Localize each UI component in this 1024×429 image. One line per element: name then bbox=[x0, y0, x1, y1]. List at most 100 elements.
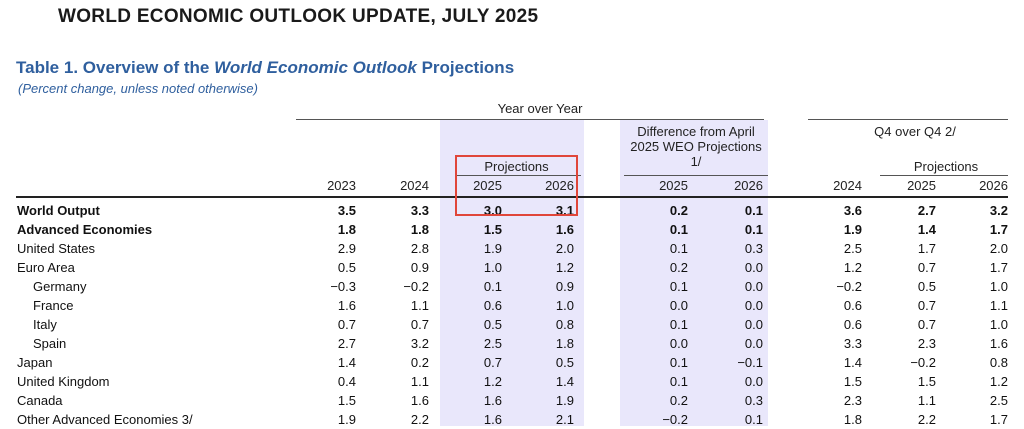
difference-band bbox=[620, 120, 768, 426]
table-cell: 2.5 bbox=[989, 393, 1008, 408]
col-year: 2026 bbox=[734, 178, 763, 193]
table-cell: 3.3 bbox=[410, 203, 429, 218]
table-cell: 3.3 bbox=[843, 336, 862, 351]
row-label: Germany bbox=[33, 279, 87, 294]
col-year: 2025 bbox=[659, 178, 688, 193]
table-cell: 1.1 bbox=[410, 298, 429, 313]
q4-projections-rule bbox=[880, 175, 1008, 176]
table-cell: 0.0 bbox=[669, 336, 688, 351]
q4-over-q4-header: Q4 over Q4 2/ bbox=[874, 124, 956, 139]
table-cell: 2.5 bbox=[483, 336, 502, 351]
table-cell: 0.5 bbox=[483, 317, 502, 332]
table-title-suffix: Projections bbox=[416, 58, 515, 77]
table-cell: −0.2 bbox=[403, 279, 429, 294]
table-cell: 2.7 bbox=[337, 336, 356, 351]
table-cell: 2.3 bbox=[917, 336, 936, 351]
table-row: United Kingdom 0.4 1.1 1.2 1.4 0.1 0.0 1.5 1.5 1.… bbox=[0, 372, 1024, 391]
table-cell: 0.1 bbox=[669, 279, 688, 294]
row-label: Japan bbox=[17, 355, 53, 370]
table-title-prefix: Table 1. Overview of the bbox=[16, 58, 215, 77]
table-cell: 0.9 bbox=[410, 260, 429, 275]
table-cell: 3.5 bbox=[337, 203, 356, 218]
data-table-body: World Output 3.5 3.3 3.0 3.1 0.2 0.1 3.6 2.7 3.2 A… bbox=[0, 201, 1024, 429]
table-cell: 0.1 bbox=[669, 374, 688, 389]
table-cell: 1.2 bbox=[843, 260, 862, 275]
table-cell: 0.0 bbox=[744, 298, 763, 313]
table-cell: 1.4 bbox=[843, 355, 862, 370]
year-over-year-header: Year over Year bbox=[497, 101, 583, 116]
table-cell: 1.5 bbox=[843, 374, 862, 389]
table-cell: 0.4 bbox=[337, 374, 356, 389]
table-cell: 0.0 bbox=[744, 317, 763, 332]
difference-rule bbox=[624, 175, 768, 176]
table-cell: 1.6 bbox=[989, 336, 1008, 351]
header-bottom-rule bbox=[16, 196, 1008, 198]
table-cell: 1.5 bbox=[337, 393, 356, 408]
projections-header: Projections bbox=[484, 159, 549, 174]
col-year: 2024 bbox=[400, 178, 429, 193]
table-cell: 0.1 bbox=[744, 412, 763, 427]
table-row: Advanced Economies 1.8 1.8 1.5 1.6 0.1 0.1 1.9 1… bbox=[0, 220, 1024, 239]
table-cell: 0.7 bbox=[337, 317, 356, 332]
table-cell: 0.2 bbox=[669, 393, 688, 408]
table-cell: 0.1 bbox=[483, 279, 502, 294]
table-cell: 0.5 bbox=[555, 355, 574, 370]
table-cell: 0.3 bbox=[744, 241, 763, 256]
table-cell: 0.1 bbox=[744, 222, 763, 237]
table-cell: 0.0 bbox=[669, 298, 688, 313]
table-cell: 1.1 bbox=[410, 374, 429, 389]
row-label: United States bbox=[17, 241, 96, 256]
table-cell: −0.2 bbox=[662, 412, 688, 427]
table-row: Japan 1.4 0.2 0.7 0.5 0.1 −0.1 1.4 −0.2 0.8 bbox=[0, 353, 1024, 372]
table-cell: 0.1 bbox=[669, 317, 688, 332]
col-year: 2023 bbox=[327, 178, 356, 193]
table-cell: 1.4 bbox=[917, 222, 936, 237]
table-cell: 0.1 bbox=[669, 222, 688, 237]
table-cell: 3.2 bbox=[410, 336, 429, 351]
table-cell: 1.4 bbox=[555, 374, 574, 389]
row-label: Canada bbox=[17, 393, 63, 408]
table-cell: 1.0 bbox=[483, 260, 502, 275]
table-cell: 1.4 bbox=[337, 355, 356, 370]
table-row: Euro Area 0.5 0.9 1.0 1.2 0.2 0.0 1.2 0.7 1.7 bbox=[0, 258, 1024, 277]
table-row: Other Advanced Economies 3/1.9 2.2 1.6 2.1 −… bbox=[0, 410, 1024, 429]
table-cell: 0.0 bbox=[744, 336, 763, 351]
table-cell: 0.7 bbox=[917, 317, 936, 332]
table-cell: 0.7 bbox=[410, 317, 429, 332]
table-cell: 3.2 bbox=[989, 203, 1008, 218]
table-cell: 1.5 bbox=[483, 222, 502, 237]
projections-band bbox=[440, 120, 584, 426]
table-cell: 1.8 bbox=[843, 412, 862, 427]
table-cell: 1.5 bbox=[917, 374, 936, 389]
row-label: Other Advanced Economies 3/ bbox=[17, 412, 193, 427]
table-cell: 0.1 bbox=[669, 241, 688, 256]
table-cell: 0.0 bbox=[744, 279, 763, 294]
table-cell: 0.5 bbox=[917, 279, 936, 294]
row-label: World Output bbox=[17, 203, 100, 218]
table-row: Spain 2.7 3.2 2.5 1.8 0.0 0.0 3.3 2.3 1.6 bbox=[0, 334, 1024, 353]
table-cell: 2.0 bbox=[989, 241, 1008, 256]
table-cell: 1.1 bbox=[917, 393, 936, 408]
table-cell: −0.2 bbox=[836, 279, 862, 294]
year-over-year-rule bbox=[296, 119, 764, 120]
table-cell: 1.7 bbox=[917, 241, 936, 256]
difference-header: Difference from April 2025 WEO Projectio… bbox=[630, 124, 762, 169]
table-cell: 1.1 bbox=[989, 298, 1008, 313]
table-cell: −0.2 bbox=[910, 355, 936, 370]
table-cell: 1.2 bbox=[989, 374, 1008, 389]
table-cell: 1.7 bbox=[989, 412, 1008, 427]
table-cell: 0.6 bbox=[843, 317, 862, 332]
table-cell: 1.6 bbox=[483, 412, 502, 427]
table-cell: 1.9 bbox=[843, 222, 862, 237]
table-title-italic: World Economic Outlook bbox=[214, 58, 417, 77]
col-year: 2026 bbox=[979, 178, 1008, 193]
table-cell: 0.2 bbox=[669, 260, 688, 275]
table-row: Canada 1.5 1.6 1.6 1.9 0.2 0.3 2.3 1.1 2.5 bbox=[0, 391, 1024, 410]
table-cell: 0.7 bbox=[917, 260, 936, 275]
table-cell: 2.7 bbox=[917, 203, 936, 218]
col-year: 2026 bbox=[545, 178, 574, 193]
table-title: Table 1. Overview of the World Economic … bbox=[16, 58, 514, 78]
table-row: France 1.6 1.1 0.6 1.0 0.0 0.0 0.6 0.7 1.1 bbox=[0, 296, 1024, 315]
table-cell: 1.7 bbox=[989, 260, 1008, 275]
row-label: Advanced Economies bbox=[17, 222, 153, 237]
